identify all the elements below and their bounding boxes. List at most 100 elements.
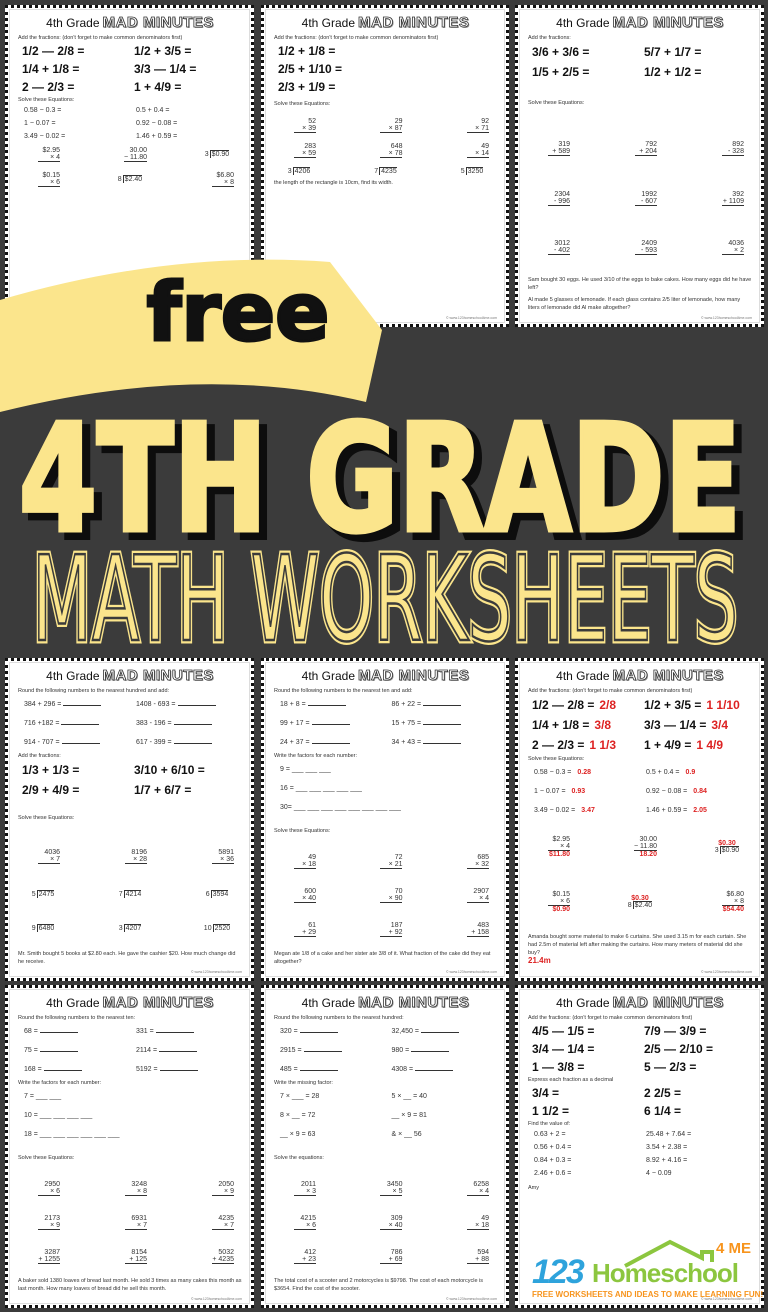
fraction-expression: 1/7 + 6/7 = [134,783,192,797]
worksheet-body: Add the fractions: (don't forget to make… [528,1014,752,1196]
worksheet-footer: © www.123homeschool4me.com [445,316,497,320]
long-division: 8 $2.40 [628,900,653,909]
fraction-problem: 3/4 = [528,1084,640,1102]
problem-row: 600 × 40 70 × 90 2907 × 4 [274,888,497,903]
answer: $11.80 [548,851,570,859]
fraction-expression: 2 — 2/3 = [22,80,75,94]
word-problem-text: Al made 5 glasses of lemonade. If each g… [528,297,741,311]
worksheet-footer: © www.123homeschool4me.com [700,316,752,320]
dividend: 4214 [123,890,142,899]
fraction-problem: 1/4 + 1/8 = 3/8 [528,715,640,735]
section-heading: Find the value of: [528,1121,571,1127]
answer-blank [63,705,102,706]
problem-row: 52 × 39 29 × 87 92 × 71 [274,118,497,133]
bottom-number: − 11.80 [123,154,147,162]
fraction-problem: 1/2 + 1/2 = [640,62,752,82]
fraction-problem: 7/9 — 3/9 = [640,1022,752,1040]
equation-text: __ × 9 = 81 [391,1112,427,1119]
divisor: 3 [118,925,123,933]
divisor: 10 [203,925,212,933]
divisor: 3 [287,168,292,175]
top-number: 4215 [300,1214,316,1222]
equation-text: 68 = [24,1028,38,1035]
fraction-expression: 1/4 + 1/8 = [22,62,80,76]
vertical-problem: 392 + 1109 [702,191,752,206]
equation-text: 18 = ___ ___ ___ ___ ___ ___ [24,1131,120,1138]
vertical-problem: 3 $0.90 [192,150,242,158]
dividend: 6480 [36,924,55,933]
equation-text: 9 = ___ ___ ___ [280,766,331,773]
worksheet-rounding-ten: 4th Grade MAD MINUTES Round the following … [5,985,254,1308]
vertical-problem: 2409- 593 [615,240,665,255]
long-division: 9 6480 [32,924,55,933]
fraction-problem: 1 + 4/9 = 1 4/9 [640,735,752,755]
title-mad-minutes: MAD MINUTES [358,994,470,1012]
worksheet-body: Add the fractions: (don't forget to make… [18,34,242,187]
equation: 0.5 + 0.4 = 0.9 [640,763,752,782]
bottom-number: × 6 [38,1188,60,1196]
section-heading: Solve these Equations: [274,101,331,107]
vertical-problem: 49 × 14 [447,143,497,158]
title-grade: 4th Grade [301,16,356,30]
top-number: 309 [390,1214,403,1222]
vertical-problem: 70 × 90 [360,888,410,903]
bottom-number: × 14 [467,150,489,158]
problem-row: 75 = 2114 = [18,1041,242,1060]
equation: 25.48 + 7.64 = [640,1128,752,1141]
equation: 86 + 22 = [386,695,498,714]
section-heading: Round the following numbers to the neare… [18,1015,136,1021]
bottom-number: × 8 [124,1188,147,1196]
section-vertical: Solve these Equations: 319 + 589 792 + 204 89… [528,82,752,272]
top-number: 2050 [218,1180,234,1188]
top-number: 4036 [44,848,60,856]
equation: 68 = [18,1022,130,1041]
house-roof-icon [624,1239,714,1268]
worksheet-answer-key: 4th Grade MAD MINUTES Add the fractions: (… [515,658,764,981]
fraction-expression: 2/5 + 1/10 = [278,62,343,76]
equation-text: 3.49 − 0.02 = [24,133,66,140]
worksheet-body: Round the following numbers to the neare… [18,687,242,970]
bottom-number: × 4 [467,895,489,903]
fraction-problem: 1/2 + 1/8 = [274,42,497,60]
fraction-expression: 7/9 — 3/9 = [644,1024,707,1038]
vertical-problem: 10 2520 [192,924,242,933]
dividend: 2475 [36,890,55,899]
problem-row: 485 = 4308 = [274,1060,497,1079]
long-division: 3 4207 [118,924,142,933]
word-problem: Amy [528,1182,752,1194]
long-division: 7 4235 [374,167,397,175]
bottom-number: + 29 [294,929,316,937]
vertical-problem: $6.80 × 8 [192,172,242,187]
equation: 99 + 17 = [274,714,386,733]
equation: 5192 = [130,1060,242,1079]
section-word: The total cost of a scooter and 2 motorc… [274,1273,497,1297]
equation: 10 = ___ ___ ___ ___ [18,1106,242,1125]
worksheet-rounding-hundred-add: 4th Grade MAD MINUTES Round the following … [5,658,254,981]
equation: 617 - 399 = [130,733,242,752]
fraction-problem: 1 1/2 = [528,1102,640,1120]
equation: 168 = [18,1060,130,1079]
bottom-number: × 6 [294,1222,316,1230]
answer: $0.90 [552,905,570,913]
equation-text: 0.92 − 0.08 = [136,120,178,127]
title-grade: 4th Grade [301,669,356,683]
fraction-expression: 1/5 + 2/5 = [532,65,590,79]
top-number: 2011 [300,1180,316,1188]
answer-blank [61,743,100,744]
answer: 2.05 [693,807,707,814]
top-number: 392 [732,190,744,198]
long-division: 7 4214 [119,890,142,899]
dividend: 4207 [123,924,142,933]
vertical-problem: 5 3250 [447,167,497,175]
section-vertical: Solve these Equations: 49 × 18 72 × 21 685 × 3… [274,817,497,946]
bottom-number: × 9 [211,1188,234,1196]
vertical-problem: $0.15 × 6 [18,172,68,187]
problem-row: 68 = 331 = [18,1022,242,1041]
section-vertical: Solve these Equations: 52 × 39 29 × 87 92 × 71… [274,100,497,175]
problem-row: 0.56 + 0.4 = 3.54 + 2.38 = [528,1141,752,1154]
top-number: 786 [390,1248,403,1256]
equation-text: 914 - 707 = [24,739,60,746]
answer-blank [415,1070,454,1071]
section-word: A baker sold 1380 loaves of bread last m… [18,1273,242,1297]
bottom-number: × 9 [38,1222,60,1230]
